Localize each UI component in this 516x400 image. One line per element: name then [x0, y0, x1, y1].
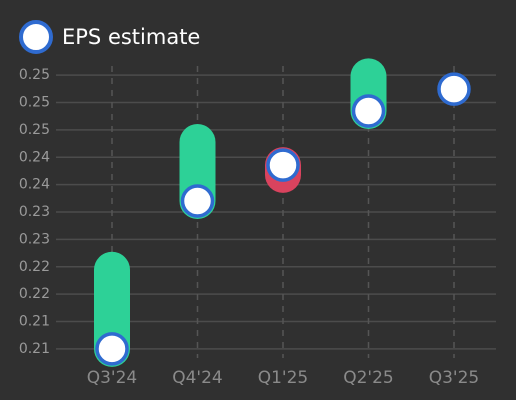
legend-label: EPS estimate — [62, 25, 200, 49]
estimate-marker — [351, 94, 386, 128]
y-tick-label: 0.22 — [19, 286, 50, 302]
estimate-marker — [180, 184, 215, 218]
x-tick-label: Q1'25 — [258, 368, 309, 388]
x-tick-label: Q3'24 — [87, 368, 138, 388]
y-tick-label: 0.21 — [19, 314, 50, 330]
y-tick-label: 0.25 — [19, 95, 50, 111]
y-tick-label: 0.22 — [19, 259, 50, 275]
x-tick-label: Q4'24 — [172, 368, 223, 388]
x-tick-label: Q3'25 — [429, 368, 480, 388]
y-tick-label: 0.23 — [19, 231, 50, 247]
legend-marker — [19, 20, 53, 54]
estimate-marker — [437, 72, 471, 106]
y-tick-label: 0.21 — [19, 341, 50, 357]
y-tick-label: 0.25 — [19, 122, 50, 138]
x-tick-label: Q2'25 — [343, 368, 394, 388]
estimate-marker — [95, 332, 129, 366]
y-tick-label: 0.24 — [19, 149, 50, 165]
y-tick-label: 0.25 — [19, 67, 50, 83]
y-tick-label: 0.24 — [19, 177, 50, 193]
estimate-marker — [266, 148, 300, 182]
y-tick-label: 0.23 — [19, 204, 50, 220]
